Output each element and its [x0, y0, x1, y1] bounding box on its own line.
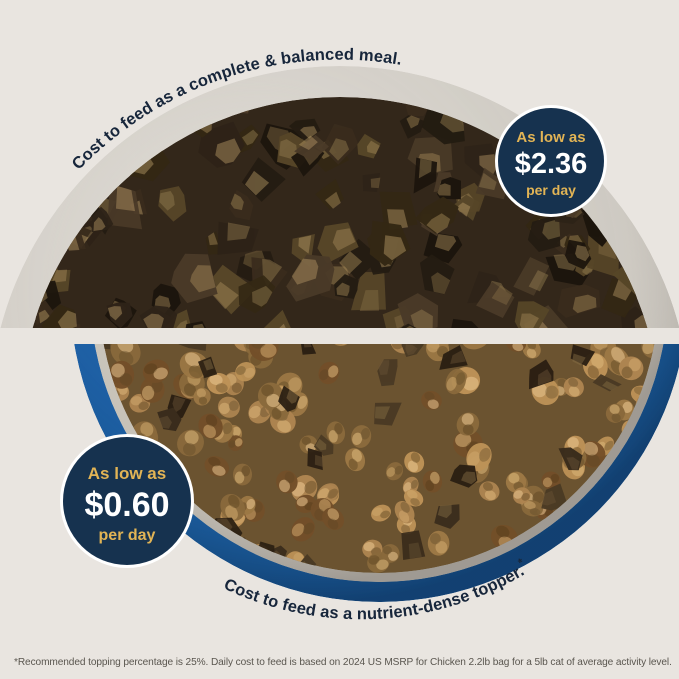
svg-text:As low as: As low as [88, 464, 166, 483]
svg-text:per day: per day [99, 527, 156, 544]
svg-text:per day: per day [526, 182, 576, 198]
svg-text:$0.60: $0.60 [84, 486, 169, 524]
svg-text:As low as: As low as [516, 129, 585, 146]
svg-text:$2.36: $2.36 [515, 148, 588, 180]
svg-text:*Recommended topping percentag: *Recommended topping percentage is 25%. … [14, 657, 672, 668]
